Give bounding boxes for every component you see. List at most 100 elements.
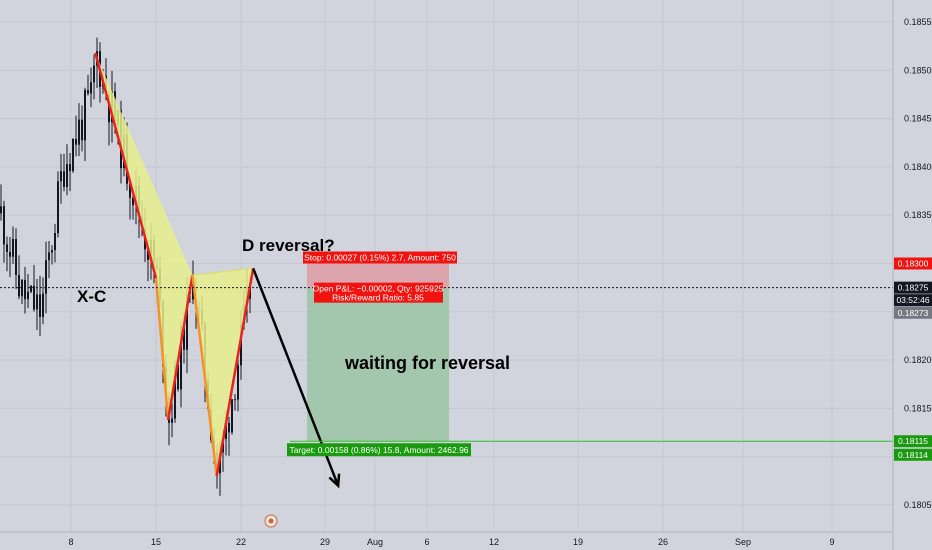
candle-body <box>39 294 41 317</box>
x-tick-label: 15 <box>151 537 161 547</box>
target-label-bg <box>287 443 471 457</box>
price-badge-label: 0.18300 <box>898 259 929 269</box>
pattern-triangle-xab <box>95 52 193 278</box>
candle-body <box>30 285 32 292</box>
candle-body <box>54 233 56 251</box>
price-badge-bg <box>894 294 932 307</box>
candle-body <box>66 164 68 187</box>
price-badge-label: 0.18114 <box>898 450 928 460</box>
x-tick-label: Sep <box>735 537 751 547</box>
candle-body <box>231 399 233 433</box>
candle-body <box>147 249 149 260</box>
x-tick-label: 29 <box>320 537 330 547</box>
x-tick-label: 12 <box>489 537 499 547</box>
candle-body <box>225 422 227 439</box>
candle-body <box>75 138 77 145</box>
candle-body <box>33 285 35 310</box>
open-pnl-label: Open P&L: −0.00002, Qty: 925925 <box>313 284 444 294</box>
x-tick-label: 6 <box>424 537 429 547</box>
x-tick-label: 9 <box>829 537 834 547</box>
pattern-leg <box>191 274 218 477</box>
pattern-leg <box>166 274 194 421</box>
candle-body <box>237 365 239 400</box>
candle-body <box>63 171 65 187</box>
price-badge-bg <box>894 281 932 294</box>
price-badge-bg <box>894 257 932 270</box>
candle-body <box>84 90 86 141</box>
price-badges: 0.18300 0.18275 03:52:46 0.18273 0.18115 0.18… <box>894 257 932 461</box>
price-badge-bg <box>894 306 932 319</box>
event-icon-dot <box>268 518 274 524</box>
annotation-d-reversal: D reversal? <box>242 236 335 255</box>
candle-body <box>69 164 71 171</box>
pattern-connector <box>192 267 254 276</box>
candle-body <box>183 326 185 350</box>
x-tick-label: 26 <box>658 537 668 547</box>
stop-label: Stop: 0.00027 (0.15%) 2.7, Amount: 750 <box>304 253 456 263</box>
candle-body <box>192 283 194 300</box>
candle-body <box>18 274 20 297</box>
stop-label-bg <box>303 251 457 264</box>
icons <box>264 514 278 528</box>
candle-body <box>27 291 29 300</box>
annotation-waiting: waiting for reversal <box>344 353 510 373</box>
projection-arrow-head <box>328 473 341 489</box>
price-lines <box>0 287 893 442</box>
candle-body <box>51 250 53 253</box>
risk-reward-label: Risk/Reward Ratio: 5.85 <box>332 293 424 303</box>
price-badge-label: 0.18273 <box>898 308 929 318</box>
candle-body <box>174 364 176 419</box>
take-profit-zone <box>307 287 449 442</box>
candle-body <box>87 90 89 94</box>
price-badge-label: 0.18115 <box>898 436 928 446</box>
candle-body <box>24 279 26 300</box>
x-tick-label: 19 <box>573 537 583 547</box>
open-label-bg <box>314 282 443 303</box>
candle-body <box>90 82 92 94</box>
candle-body <box>72 138 74 171</box>
price-badge-label: 03:52:46 <box>896 295 929 305</box>
candle-body <box>180 326 182 390</box>
candle-body <box>57 181 59 234</box>
annotations: X-C D reversal? waiting for reversal <box>77 236 510 373</box>
x-tick-label: Aug <box>367 537 383 547</box>
pattern-leg <box>94 52 158 279</box>
candle-body <box>171 418 173 423</box>
pattern-leg <box>215 268 255 477</box>
x-tick-label: 22 <box>236 537 246 547</box>
target-label: Target: 0.00158 (0.86%) 15.8, Amount: 24… <box>289 445 468 455</box>
candle-body <box>81 119 83 141</box>
x-tick-label: 8 <box>68 537 73 547</box>
candle-body <box>186 293 188 350</box>
position-labels: Stop: 0.00027 (0.15%) 2.7, Amount: 750 Op… <box>287 251 471 457</box>
candle-body <box>45 260 47 294</box>
pattern-leg <box>154 277 170 421</box>
harmonic-pattern <box>94 52 341 489</box>
candle-body <box>60 171 62 182</box>
pattern-triangle-bcd <box>192 268 254 477</box>
price-badge-label: 0.18275 <box>898 283 929 293</box>
candle-body <box>3 206 5 245</box>
candle-body <box>0 206 2 214</box>
candle-body <box>48 252 50 261</box>
candle-body <box>228 422 230 433</box>
candle-body <box>240 324 242 366</box>
candle-body <box>129 183 131 198</box>
price-badge-bg <box>894 435 932 448</box>
candle-body <box>177 364 179 390</box>
price-badge-bg <box>894 448 932 461</box>
candle-body <box>132 197 134 206</box>
annotation-xc: X-C <box>77 287 106 306</box>
